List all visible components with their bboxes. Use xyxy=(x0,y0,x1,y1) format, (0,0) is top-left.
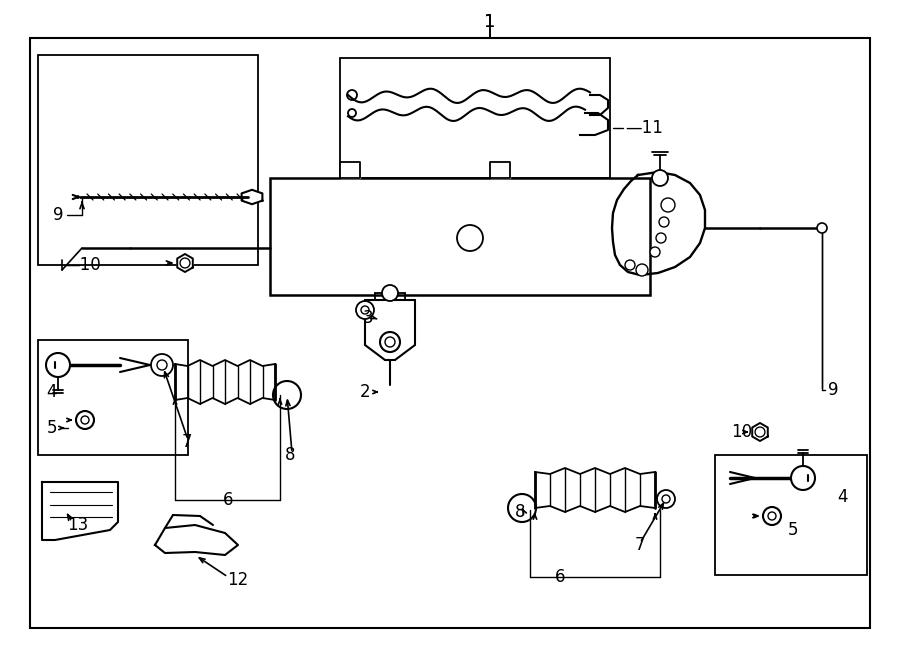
Bar xyxy=(270,178,650,295)
Bar xyxy=(38,340,188,455)
Circle shape xyxy=(636,264,648,276)
Circle shape xyxy=(382,285,398,301)
Circle shape xyxy=(625,260,635,270)
Circle shape xyxy=(46,353,70,377)
Circle shape xyxy=(385,337,395,347)
Polygon shape xyxy=(155,525,238,555)
Circle shape xyxy=(657,490,675,508)
Circle shape xyxy=(661,198,675,212)
Text: 7: 7 xyxy=(182,433,192,451)
Circle shape xyxy=(151,354,173,376)
Circle shape xyxy=(791,466,815,490)
Text: 9: 9 xyxy=(52,206,63,224)
Circle shape xyxy=(348,109,356,117)
Circle shape xyxy=(652,170,668,186)
Circle shape xyxy=(656,233,666,243)
Bar xyxy=(715,455,867,575)
Text: 6: 6 xyxy=(554,568,565,586)
Circle shape xyxy=(76,411,94,429)
Text: 9: 9 xyxy=(828,381,839,399)
Circle shape xyxy=(768,512,776,520)
Polygon shape xyxy=(612,172,705,275)
Text: 3: 3 xyxy=(363,309,373,327)
Circle shape xyxy=(650,247,660,257)
Polygon shape xyxy=(340,162,360,178)
Text: 12: 12 xyxy=(228,571,248,589)
Text: 4: 4 xyxy=(837,488,848,506)
Text: 7: 7 xyxy=(635,536,645,554)
Text: 10: 10 xyxy=(731,423,752,441)
Circle shape xyxy=(817,223,827,233)
Bar xyxy=(340,58,610,178)
Polygon shape xyxy=(752,423,768,441)
Polygon shape xyxy=(490,162,510,178)
Circle shape xyxy=(180,258,190,268)
Polygon shape xyxy=(241,190,263,204)
Text: 6: 6 xyxy=(223,491,233,509)
Circle shape xyxy=(457,225,483,251)
Circle shape xyxy=(380,332,400,352)
Circle shape xyxy=(659,217,669,227)
Circle shape xyxy=(361,306,369,314)
Text: 1: 1 xyxy=(484,13,496,31)
Text: 4: 4 xyxy=(47,383,57,401)
Text: 2: 2 xyxy=(359,383,370,401)
Polygon shape xyxy=(177,254,193,272)
Text: 5: 5 xyxy=(47,419,57,437)
Text: —10: —10 xyxy=(63,256,101,274)
Circle shape xyxy=(763,507,781,525)
Text: —11: —11 xyxy=(625,119,663,137)
Text: 8: 8 xyxy=(515,503,525,521)
Bar xyxy=(38,55,258,265)
Circle shape xyxy=(347,90,357,100)
Polygon shape xyxy=(42,482,118,540)
Circle shape xyxy=(662,495,670,503)
Circle shape xyxy=(81,416,89,424)
Bar xyxy=(30,38,870,628)
Text: 8: 8 xyxy=(284,446,295,464)
Text: 13: 13 xyxy=(68,516,88,534)
Text: 5: 5 xyxy=(788,521,798,539)
Circle shape xyxy=(356,301,374,319)
Text: 1: 1 xyxy=(484,13,496,31)
Circle shape xyxy=(157,360,167,370)
Circle shape xyxy=(755,427,765,437)
